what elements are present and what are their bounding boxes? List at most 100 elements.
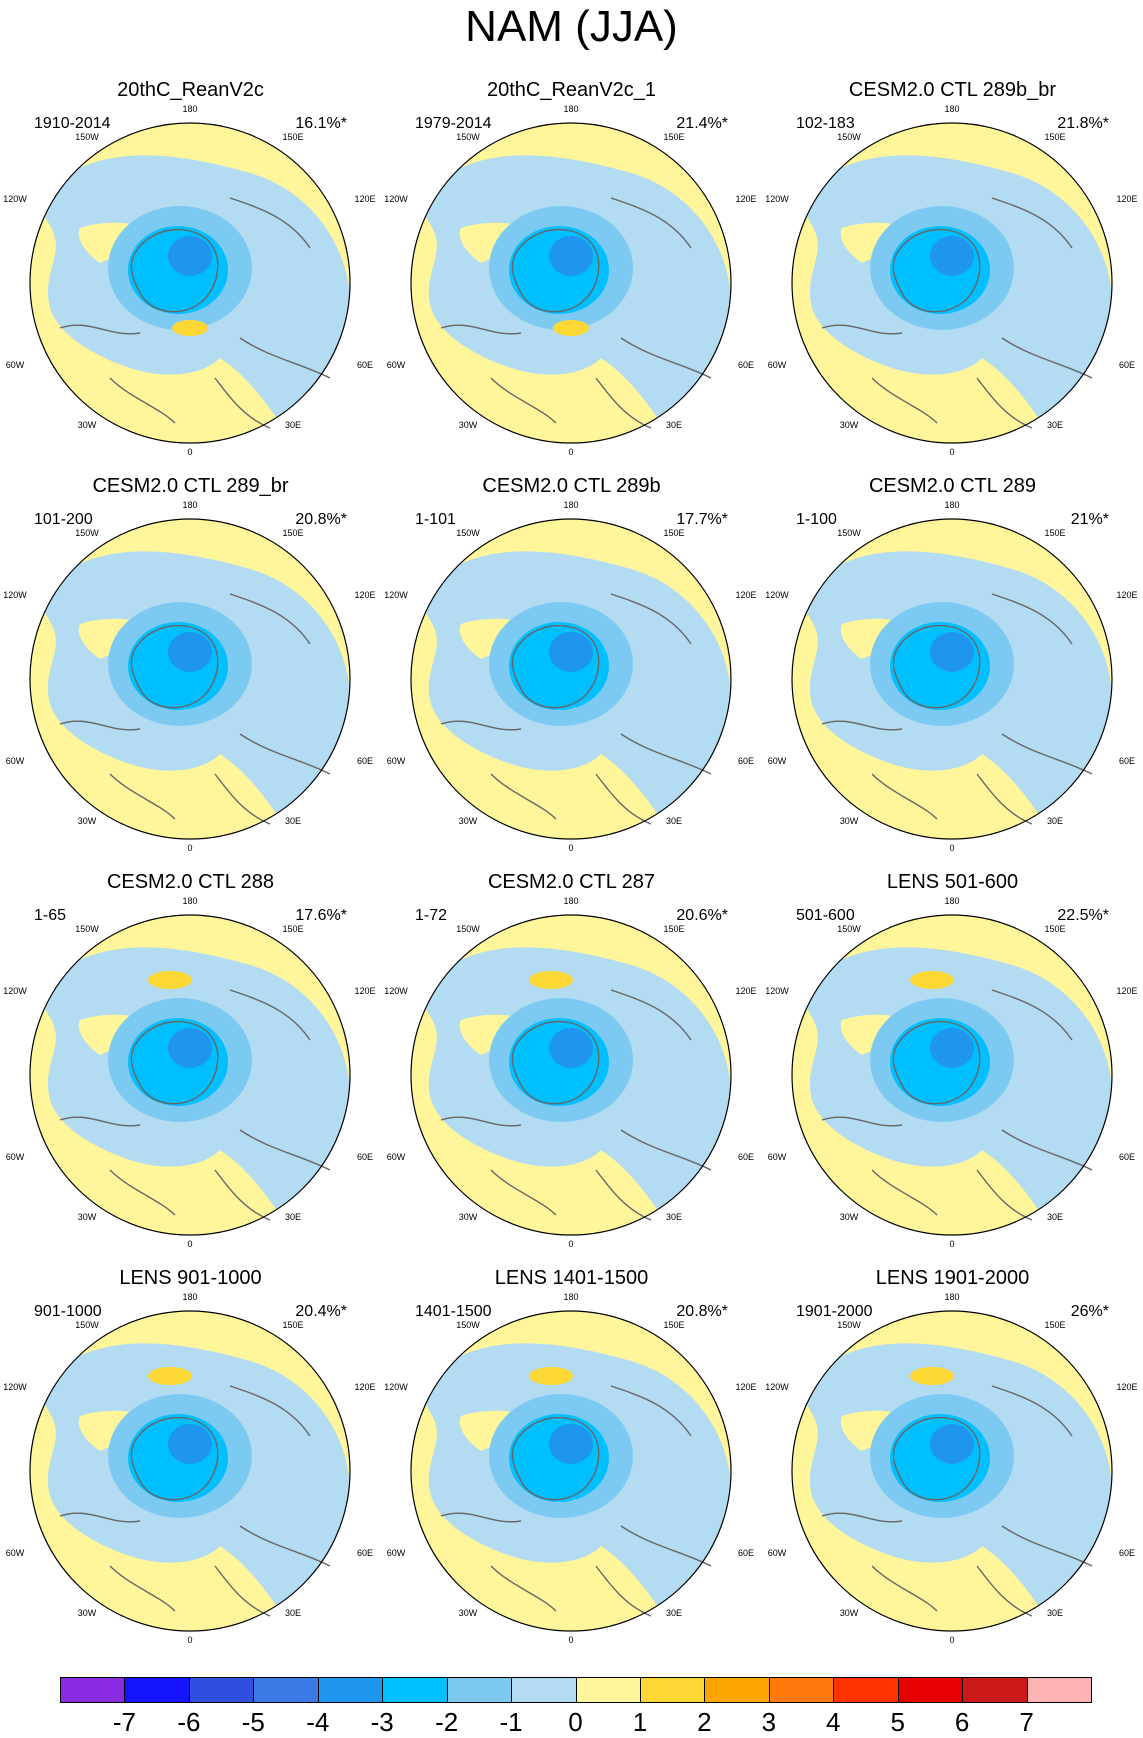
longitude-label: 0 bbox=[568, 843, 573, 853]
longitude-label: 60E bbox=[738, 1548, 754, 1558]
longitude-label: 150E bbox=[663, 924, 684, 934]
longitude-label: 30E bbox=[1047, 420, 1063, 430]
contour-level-minus-3 bbox=[549, 236, 593, 276]
longitude-label: 120E bbox=[735, 1382, 756, 1392]
longitude-label: 0 bbox=[568, 447, 573, 457]
contour-level-minus-3 bbox=[168, 1424, 212, 1464]
longitude-label: 120E bbox=[354, 590, 375, 600]
positive-anomaly-blob bbox=[172, 320, 208, 336]
panel-title: LENS 1901-2000 bbox=[875, 1267, 1030, 1289]
map-boundary bbox=[410, 122, 732, 444]
longitude-label: 30E bbox=[285, 1608, 301, 1618]
polar-map: 180150E120E90E60E30E030W60W90W120W150W bbox=[384, 500, 756, 853]
coastline bbox=[440, 197, 712, 429]
map-boundary bbox=[791, 122, 1113, 444]
longitude-label: 0 bbox=[568, 1239, 573, 1249]
period-label: 501-600 bbox=[796, 907, 855, 924]
longitude-label: 30W bbox=[840, 816, 859, 826]
map-panel: 180150E120E90E60E30E030W60W90W120W150WLE… bbox=[0, 1266, 381, 1661]
positive-anomaly-blob bbox=[910, 1367, 954, 1385]
longitude-label: 60W bbox=[6, 360, 25, 370]
polar-map: 180150E120E90E60E30E030W60W90W120W150W bbox=[765, 1292, 1137, 1645]
polar-map: 180150E120E90E60E30E030W60W90W120W150W bbox=[3, 896, 375, 1249]
longitude-label: 180 bbox=[563, 896, 578, 906]
colorbar-label: -5 bbox=[241, 1707, 265, 1737]
colorbar-label: 6 bbox=[954, 1707, 970, 1737]
polar-map: 180150E120E90E60E30E030W60W90W120W150W bbox=[384, 1292, 756, 1645]
longitude-label: 60W bbox=[6, 756, 25, 766]
longitude-label: 120W bbox=[765, 194, 789, 204]
map-boundary bbox=[29, 518, 351, 840]
variance-label: 26%* bbox=[1070, 1303, 1109, 1320]
longitude-label: 150E bbox=[1044, 528, 1065, 538]
coastline bbox=[59, 1385, 331, 1617]
longitude-label: 30E bbox=[285, 1212, 301, 1222]
contour-level-minus-3 bbox=[930, 632, 974, 672]
longitude-label: 180 bbox=[563, 104, 578, 114]
longitude-label: 30W bbox=[78, 816, 97, 826]
longitude-label: 150W bbox=[75, 924, 99, 934]
map-panel: 180150E120E90E60E30E030W60W90W120W150W20… bbox=[0, 78, 381, 473]
longitude-label: 60W bbox=[768, 360, 787, 370]
coastline bbox=[59, 593, 331, 825]
longitude-label: 0 bbox=[949, 843, 954, 853]
longitude-label: 60W bbox=[387, 1152, 406, 1162]
contour-level-minus-3 bbox=[168, 236, 212, 276]
period-label: 102-183 bbox=[796, 115, 855, 132]
polar-map: 180150E120E90E60E30E030W60W90W120W150W bbox=[3, 1292, 375, 1645]
longitude-label: 30E bbox=[666, 816, 682, 826]
map-boundary bbox=[29, 914, 351, 1236]
colorbar-label: -2 bbox=[435, 1707, 459, 1737]
longitude-label: 150E bbox=[1044, 924, 1065, 934]
longitude-label: 30W bbox=[459, 1212, 478, 1222]
map-boundary bbox=[410, 914, 732, 1236]
colorbar-label: 3 bbox=[761, 1707, 777, 1737]
colorbar-swatch bbox=[60, 1677, 126, 1703]
longitude-label: 120W bbox=[3, 590, 27, 600]
colorbar-swatch bbox=[253, 1677, 319, 1703]
longitude-label: 150E bbox=[282, 132, 303, 142]
positive-anomaly-blob bbox=[148, 1367, 192, 1385]
coastline bbox=[59, 989, 331, 1221]
longitude-label: 120W bbox=[3, 986, 27, 996]
panel-title: 20thC_ReanV2c_1 bbox=[486, 79, 656, 101]
colorbar-label: 5 bbox=[890, 1707, 905, 1737]
longitude-label: 60W bbox=[6, 1152, 25, 1162]
panel-title: LENS 501-600 bbox=[886, 871, 1019, 893]
longitude-label: 150E bbox=[663, 1320, 684, 1330]
map-panel: 180150E120E90E60E30E030W60W90W120W150W 20… bbox=[381, 78, 762, 473]
positive-anomaly-blob bbox=[529, 971, 573, 989]
coastline bbox=[821, 593, 1093, 825]
variance-label: 21.8%* bbox=[1057, 115, 1109, 132]
longitude-label: 30W bbox=[459, 816, 478, 826]
variance-label: 21.4%* bbox=[676, 115, 728, 132]
colorbar-label: 0 bbox=[568, 1707, 583, 1737]
polar-map: 180150E120E90E60E30E030W60W90W120W150W bbox=[765, 896, 1137, 1249]
coastline bbox=[440, 593, 712, 825]
map-boundary bbox=[791, 914, 1113, 1236]
longitude-label: 60W bbox=[768, 1548, 787, 1558]
longitude-label: 120E bbox=[354, 986, 375, 996]
longitude-label: 180 bbox=[944, 500, 959, 510]
colorbar-swatch bbox=[962, 1677, 1028, 1703]
longitude-label: 150W bbox=[837, 1320, 861, 1330]
longitude-label: 60E bbox=[1119, 1548, 1135, 1558]
longitude-label: 0 bbox=[949, 1635, 954, 1645]
polar-map: 180150E120E90E60E30E030W60W90W120W150W bbox=[384, 104, 756, 457]
longitude-label: 150W bbox=[456, 924, 480, 934]
longitude-label: 120E bbox=[735, 194, 756, 204]
map-boundary bbox=[29, 1310, 351, 1632]
coastline bbox=[440, 989, 712, 1221]
period-label: 101-200 bbox=[34, 511, 93, 528]
longitude-label: 120E bbox=[354, 1382, 375, 1392]
variance-label: 16.1%* bbox=[295, 115, 347, 132]
map-boundary bbox=[791, 518, 1113, 840]
longitude-label: 0 bbox=[949, 447, 954, 457]
panel-title: CESM2.0 CTL 289b bbox=[482, 475, 661, 497]
longitude-label: 30E bbox=[1047, 1608, 1063, 1618]
panel-title: LENS 1401-1500 bbox=[494, 1267, 649, 1289]
longitude-label: 0 bbox=[949, 1239, 954, 1249]
longitude-label: 60E bbox=[357, 360, 373, 370]
period-label: 901-1000 bbox=[34, 1303, 102, 1320]
period-label: 1-101 bbox=[415, 511, 456, 528]
